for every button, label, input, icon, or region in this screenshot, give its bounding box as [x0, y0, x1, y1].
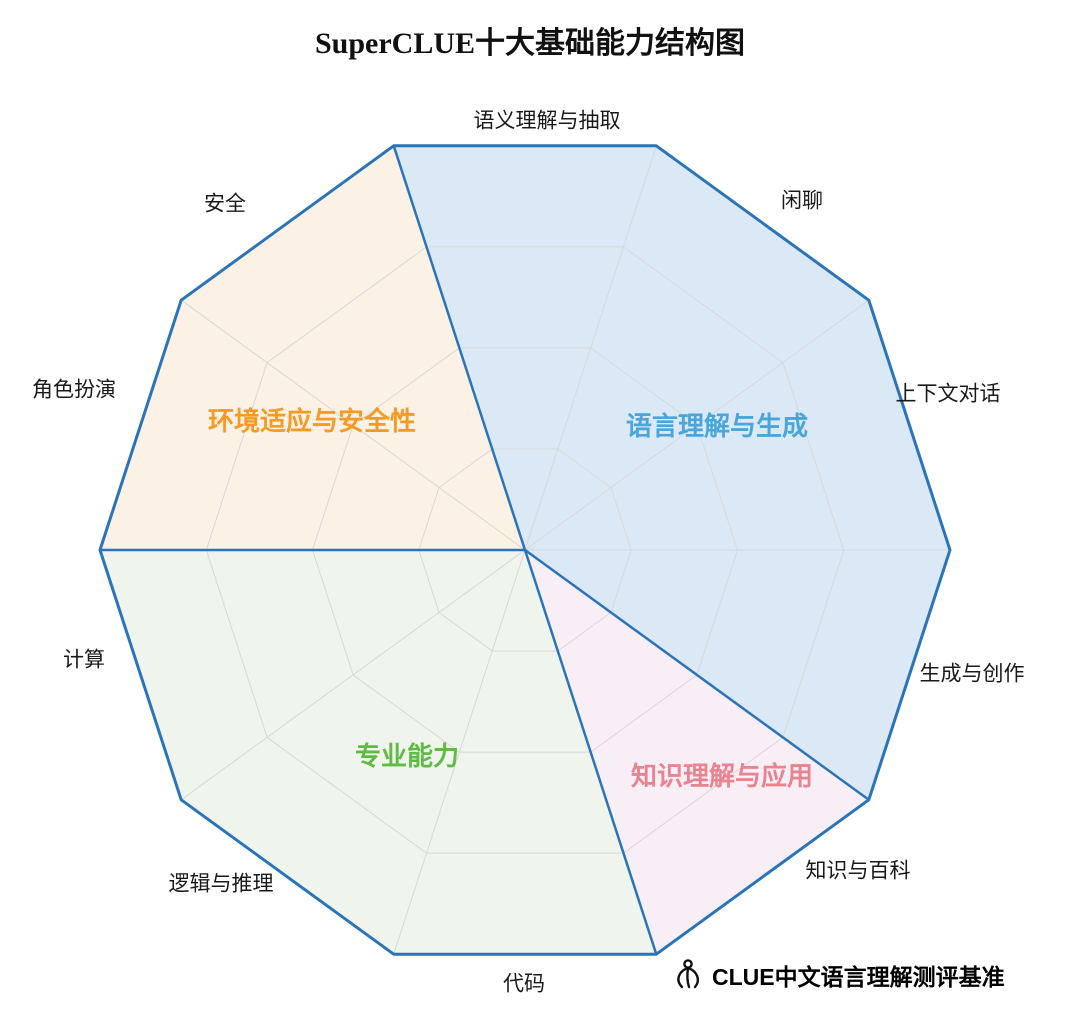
axis-label-6: 逻辑与推理 [169, 873, 274, 896]
grid-radial [524, 299, 870, 551]
sector-label-1: 知识理解与应用 [631, 761, 813, 791]
sector-label-2: 专业能力 [355, 741, 459, 771]
axis-label-8: 角色扮演 [32, 379, 116, 402]
grid-radial [393, 549, 526, 955]
claw-ring [683, 959, 693, 969]
axis-label-0: 语义理解与抽取 [474, 110, 621, 133]
axis-label-2: 上下文对话 [896, 383, 1001, 406]
grid-radial [524, 145, 657, 551]
watermark-text: CLUE中文语言理解测评基准 [712, 964, 1005, 990]
grid-radial [180, 299, 526, 551]
sector-fill-0 [393, 145, 950, 800]
axis-label-4: 知识与百科 [806, 860, 911, 883]
axis-label-9: 安全 [204, 193, 246, 216]
watermark: CLUE中文语言理解测评基准 [677, 959, 1005, 990]
sector-label-0: 语言理解与生成 [626, 411, 808, 441]
sector-fill-1 [525, 550, 869, 955]
sector-boundary-line [523, 549, 658, 955]
axis-label-3: 生成与创作 [920, 663, 1025, 686]
grid-radial [180, 549, 526, 801]
sector-boundary-line [392, 145, 527, 551]
axis-label-1: 闲聊 [781, 190, 823, 213]
sector-label-3: 环境适应与安全性 [208, 406, 416, 436]
decagon-outline [98, 144, 952, 956]
sector-boundary-line [524, 548, 870, 801]
claw-left-finger [677, 966, 690, 989]
axis-label-7: 计算 [63, 649, 105, 672]
chart-title: SuperCLUE十大基础能力结构图 [315, 27, 745, 60]
axis-label-5: 代码 [503, 973, 545, 996]
claw-middle-finger [686, 966, 691, 989]
sector-fill-3 [100, 145, 525, 551]
claw-right-finger [686, 966, 699, 989]
clue-claw-icon [677, 959, 699, 989]
